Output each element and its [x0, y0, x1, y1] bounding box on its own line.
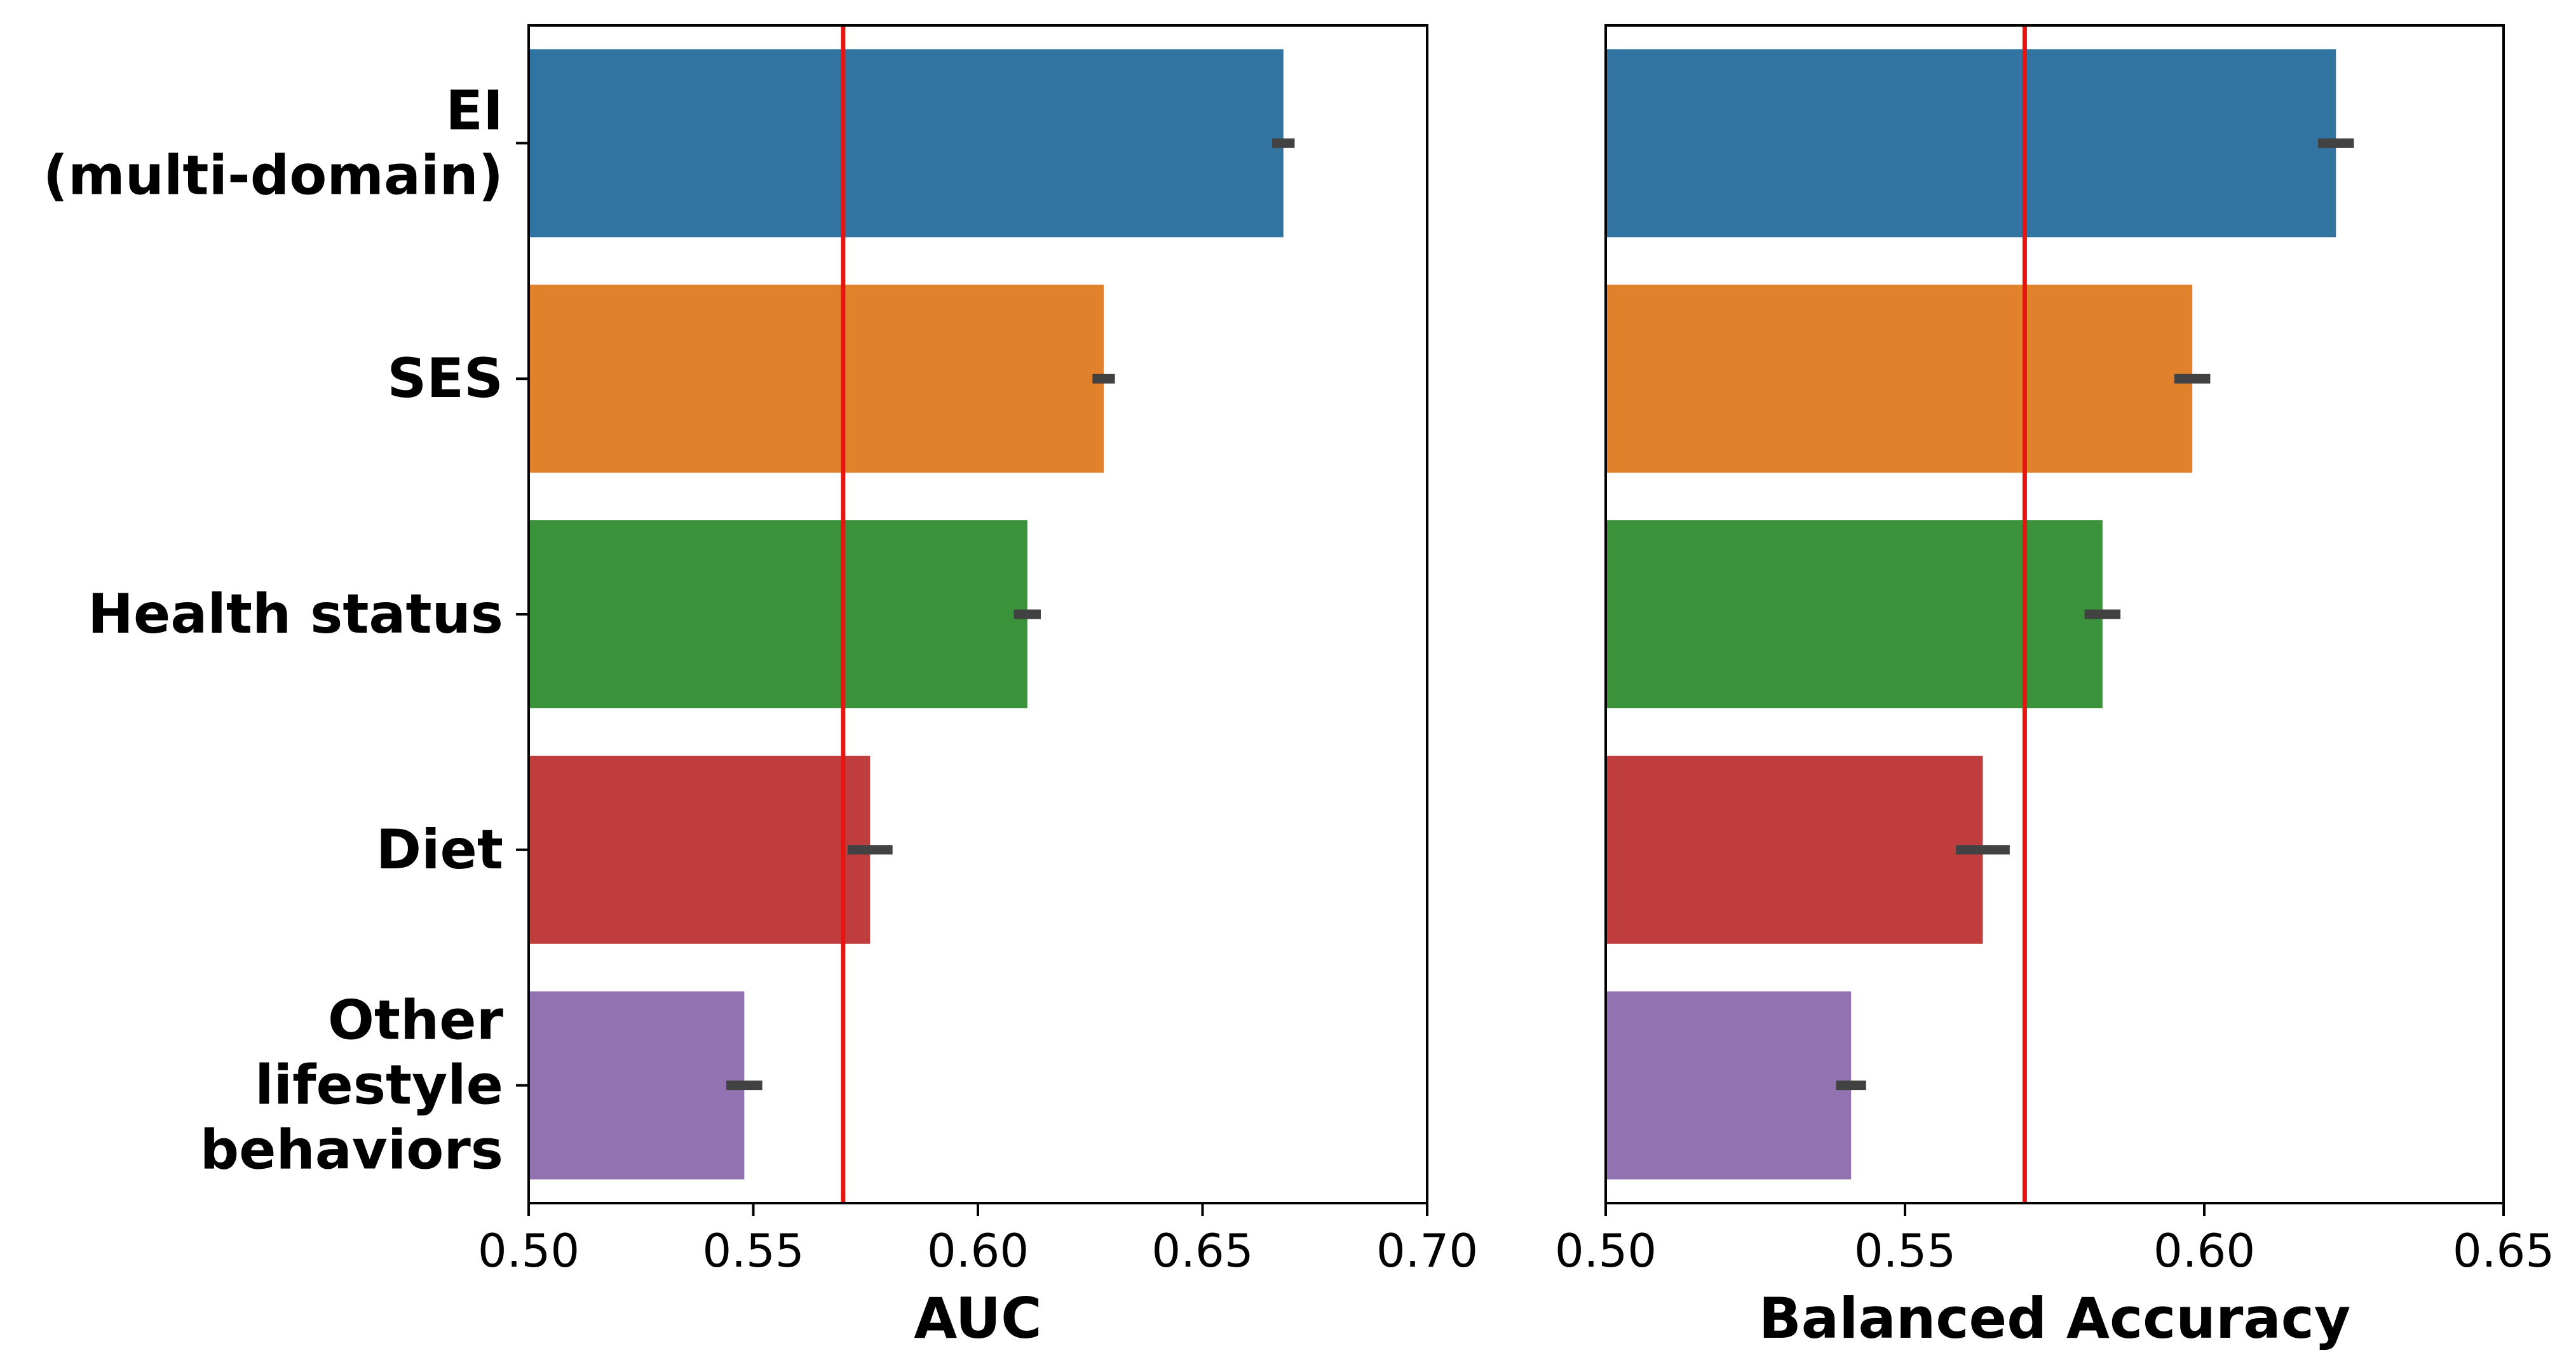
- category-label: Other: [328, 989, 504, 1053]
- bar: [1606, 755, 1983, 944]
- x-tick-label: 0.60: [2153, 1224, 2255, 1277]
- x-axis-title: Balanced Accuracy: [1759, 1286, 2351, 1351]
- bar: [529, 49, 1284, 238]
- bar: [529, 285, 1104, 473]
- category-label: lifestyle: [255, 1054, 503, 1117]
- x-tick-label: 0.70: [1376, 1224, 1478, 1277]
- category-label: Diet: [376, 818, 503, 882]
- x-tick-label: 0.55: [1854, 1224, 1956, 1277]
- category-label: behaviors: [200, 1119, 503, 1182]
- category-label: (multi-domain): [43, 144, 503, 207]
- category-label: EI: [445, 79, 503, 142]
- x-tick-label: 0.50: [478, 1224, 580, 1277]
- bar: [529, 991, 745, 1180]
- x-tick-label: 0.65: [1151, 1224, 1253, 1277]
- bar: [1606, 520, 2103, 708]
- x-tick-label: 0.60: [927, 1224, 1029, 1277]
- category-label: SES: [387, 347, 503, 410]
- bar: [529, 520, 1027, 708]
- x-tick-label: 0.55: [702, 1224, 804, 1277]
- x-tick-label: 0.50: [1555, 1224, 1657, 1277]
- x-axis-title: AUC: [914, 1286, 1041, 1351]
- axes-frame: [1604, 24, 2505, 1204]
- bar: [1606, 49, 2336, 238]
- balanced-accuracy-panel: 0.50 0.55 0.60 0.65 Balanced Accuracy: [1555, 24, 2554, 1351]
- auc-panel: 0.50 0.55 0.60 0.65 0.70 AUC EI(multi-domain) S…: [43, 24, 1478, 1351]
- category-label: Health status: [88, 582, 503, 646]
- bar: [1606, 285, 2193, 473]
- x-tick-label: 0.65: [2453, 1224, 2554, 1277]
- bar: [1606, 991, 1852, 1180]
- bar: [529, 755, 871, 944]
